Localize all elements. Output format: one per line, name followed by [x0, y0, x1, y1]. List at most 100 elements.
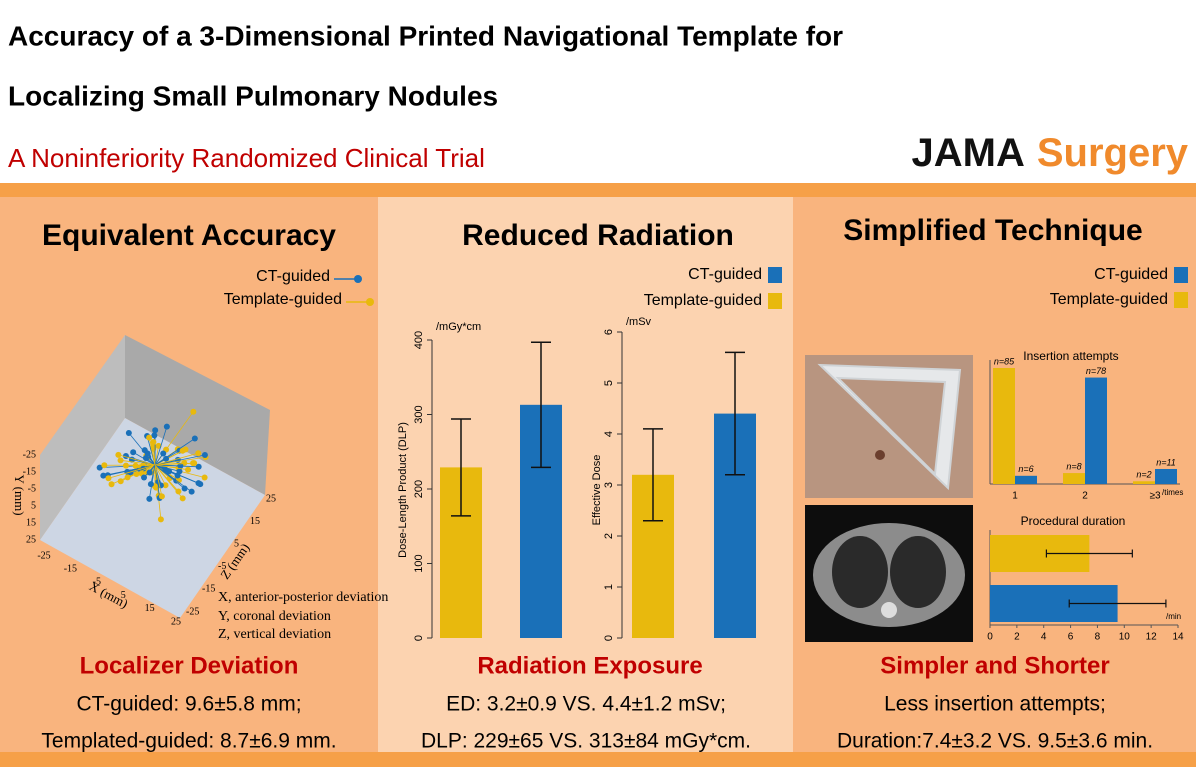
scatter-point: [125, 430, 132, 437]
legend-label: Template-guided: [224, 291, 342, 308]
scatter-stem: [154, 464, 161, 499]
scatter-point: [201, 451, 208, 458]
caption: Radiation Exposure: [477, 652, 702, 679]
caption-line: Less insertion attempts;: [884, 693, 1106, 716]
scatter-point: [188, 488, 195, 495]
scatter-point: [162, 482, 169, 489]
panel-title: Reduced Radiation: [462, 219, 734, 252]
scatter-stem: [154, 426, 168, 466]
value-label: n=78: [1086, 366, 1106, 376]
scatter-stem: [154, 464, 163, 497]
axis-tick-label: -25: [23, 449, 36, 460]
scatter-point: [130, 449, 137, 456]
subtitle: A Noninferiority Randomized Clinical Tri…: [8, 143, 485, 173]
note: X, anterior-posterior deviation: [218, 590, 388, 605]
axis-tick-label: 5: [31, 500, 36, 511]
scatter-point: [185, 466, 192, 473]
bar: [993, 368, 1015, 484]
ct-lung: [890, 536, 946, 608]
x-tick-label: 8: [1095, 632, 1101, 643]
axis-tick-label: -5: [93, 577, 101, 588]
ct-spine: [881, 602, 897, 618]
y-tick-label: 2: [603, 533, 615, 539]
x-tick-label: 2: [1082, 491, 1088, 502]
scatter-stem: [154, 464, 166, 486]
journal-logo: JAMA Surgery: [911, 131, 1188, 175]
scatter-stem: [118, 454, 156, 466]
caption-line: DLP: 229±65 VS. 313±84 mGy*cm.: [421, 730, 751, 753]
scatter-stem: [108, 464, 156, 479]
note: Y, coronal deviation: [218, 609, 331, 624]
scatter-point: [191, 435, 198, 442]
x-tick-label: 4: [1041, 632, 1047, 643]
scatter-point: [157, 516, 164, 523]
chart-title: Procedural duration: [1021, 514, 1126, 528]
scatter-stem: [154, 452, 199, 466]
back-wall: [125, 335, 270, 495]
scatter-point: [150, 438, 157, 445]
caption-line: ED: 3.2±0.9 VS. 4.4±1.2 mSv;: [446, 693, 726, 716]
axis-tick-label: 25: [266, 493, 276, 504]
bar: [1155, 468, 1177, 484]
scatter-stem: [128, 432, 156, 466]
scatter-stem: [154, 464, 183, 499]
scatter-point: [122, 462, 129, 469]
scatter-point: [147, 481, 154, 488]
note: Z, vertical deviation: [218, 627, 331, 642]
scatter-point: [158, 493, 165, 500]
y-tick-label: 100: [413, 554, 425, 572]
back-wall: [40, 335, 125, 540]
x-tick-label: 6: [1068, 632, 1074, 643]
legend-dot: [366, 298, 374, 306]
panel-title: Simplified Technique: [843, 214, 1142, 247]
legend-label: CT-guided: [256, 268, 330, 285]
caption: Localizer Deviation: [80, 652, 299, 679]
x-tick-label: 10: [1119, 632, 1131, 643]
y-tick-label: 200: [413, 480, 425, 498]
template-shape: [817, 363, 962, 491]
scatter-stem: [150, 464, 156, 485]
scatter-stem: [154, 464, 185, 489]
value-label: n=85: [994, 356, 1015, 366]
x-tick-label: 12: [1146, 632, 1158, 643]
y-tick-label: 4: [603, 431, 615, 437]
value-label: n=8: [1066, 461, 1081, 471]
x-tick-label: 1: [1012, 491, 1018, 502]
scatter-point: [163, 455, 170, 462]
scatter-stem: [154, 464, 189, 471]
bar: [1085, 377, 1107, 484]
axis-label: Y (mm): [12, 474, 27, 515]
axis-tick-label: -5: [218, 561, 226, 572]
y-tick-label: 3: [603, 482, 615, 488]
scatter-stem: [154, 464, 180, 472]
axis-tick-label: 5: [234, 538, 239, 549]
top-stripe: [0, 183, 1196, 197]
scatter-stem: [111, 464, 156, 485]
axis-tick-label: -5: [28, 483, 36, 494]
bar: [1015, 475, 1037, 484]
legend-label: Template-guided: [644, 292, 762, 309]
axis-tick-label: 25: [26, 534, 36, 545]
scatter-point: [197, 481, 204, 488]
x-tick-label: 2: [1014, 632, 1020, 643]
scatter-stem: [154, 438, 196, 466]
bar: [1063, 473, 1085, 484]
scatter-point: [201, 474, 208, 481]
legend-label: CT-guided: [688, 266, 762, 283]
y-tick-label: 1: [603, 584, 615, 590]
scatter-point: [175, 488, 182, 495]
caption-line: CT-guided: 9.6±5.8 mm;: [76, 693, 301, 716]
scatter-point: [191, 460, 198, 467]
legend-label: Template-guided: [1050, 291, 1168, 308]
scatter-point: [144, 450, 151, 457]
axis-tick-label: 5: [121, 590, 126, 601]
axis-tick-label: -15: [202, 584, 215, 595]
scatter-stem: [154, 464, 178, 476]
axis-tick-label: -25: [37, 550, 50, 561]
x-tick-label: ≥3: [1149, 491, 1160, 502]
scatter-point: [182, 446, 189, 453]
unit-label: /mSv: [626, 316, 652, 328]
scatter-point: [115, 451, 122, 458]
axis-tick-label: 15: [145, 603, 155, 614]
unit-label: /mGy*cm: [436, 321, 481, 333]
